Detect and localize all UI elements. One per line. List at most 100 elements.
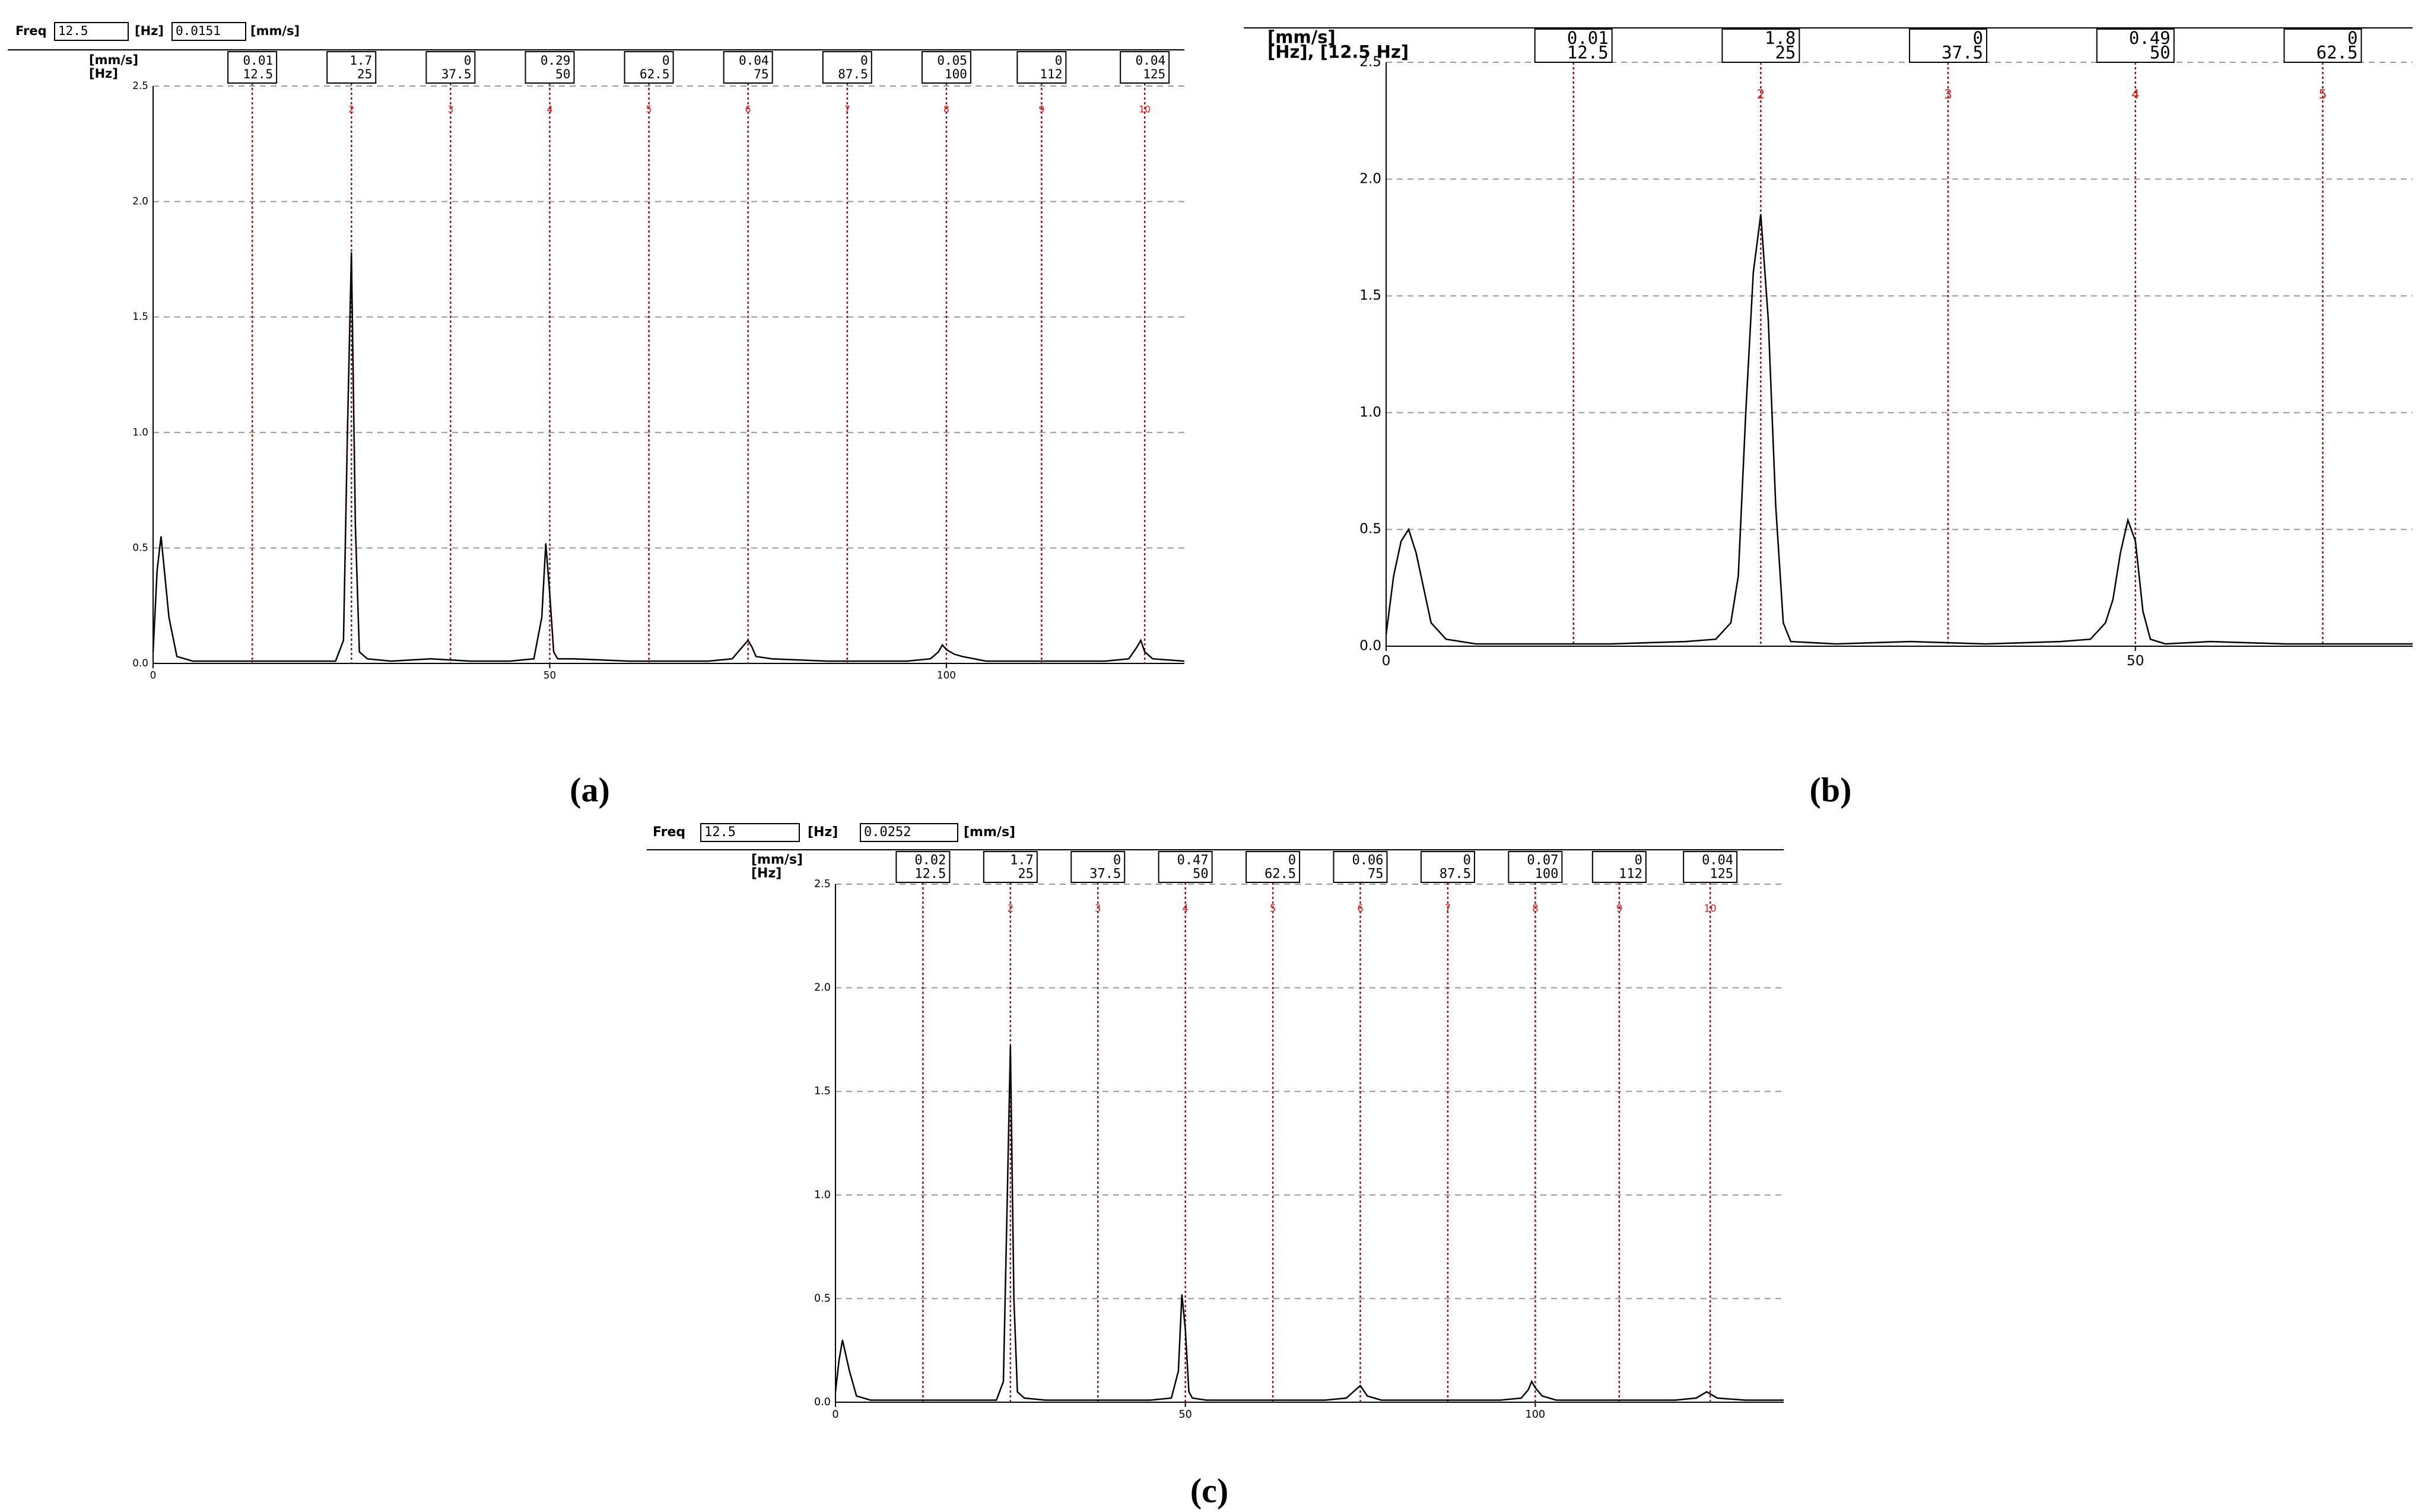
y-tick-label: 1.5	[1359, 287, 1381, 303]
harmonic-frequency: 25	[357, 67, 372, 81]
harmonic-frequency: 12.5	[1567, 42, 1609, 62]
harmonic-box	[895, 851, 951, 883]
header-label: Freq	[653, 825, 685, 840]
harmonic-box	[525, 51, 575, 84]
harmonic-amplitude: 0.02	[914, 853, 946, 868]
harmonic-frequency: 100	[945, 67, 967, 81]
harmonic-box	[1534, 28, 1613, 63]
amplitude-field	[171, 22, 246, 41]
harmonic-frequency: 25	[1018, 866, 1034, 881]
y-tick-label: 1.5	[132, 310, 148, 322]
y-tick-label: 2.5	[132, 80, 148, 91]
harmonic-box	[2283, 28, 2362, 63]
harmonic-frequency: 62.5	[1264, 866, 1296, 881]
y-unit: [mm/s]	[751, 853, 803, 868]
harmonic-box	[1591, 851, 1647, 883]
harmonic-number: 5	[1270, 903, 1276, 914]
harmonic-box	[1683, 851, 1738, 883]
harmonic-frequency: 25	[1775, 42, 1796, 62]
harmonic-amplitude: 0	[1288, 853, 1296, 868]
harmonic-amplitude: 0	[1463, 853, 1471, 868]
harmonic-amplitude: 0.49	[2129, 28, 2171, 48]
harmonic-frequency: 37.5	[1942, 42, 1983, 62]
harmonic-box	[983, 851, 1038, 883]
harmonic-frequency: 50	[1193, 866, 1209, 881]
y-tick-label: 2.5	[1359, 54, 1381, 70]
harmonic-box	[1016, 51, 1067, 84]
harmonic-box	[1158, 851, 1213, 883]
harmonic-amplitude: 0	[860, 53, 868, 68]
harmonic-box	[921, 51, 971, 84]
spectrum-line	[152, 252, 1185, 662]
harmonic-frequency: 62.5	[2317, 42, 2358, 62]
harmonic-frequency: 112	[1040, 67, 1062, 81]
harmonic-box	[1070, 851, 1126, 883]
y-tick-label: 2.0	[1359, 170, 1381, 186]
x-tick-label: 0	[1382, 653, 1391, 669]
harmonic-number: 5	[2319, 87, 2327, 102]
harmonic-box	[723, 51, 773, 84]
caption: (c)	[1190, 1471, 1228, 1510]
amplitude-field	[860, 823, 958, 842]
harmonic-number: 5	[646, 103, 652, 115]
y-tick-label: 0.0	[132, 657, 148, 669]
harmonic-number: 8	[943, 103, 949, 115]
x-tick-label: 100	[937, 669, 956, 681]
spectrum-line	[834, 1046, 1784, 1401]
harmonic-box	[1333, 851, 1388, 883]
harmonic-box	[1120, 51, 1170, 84]
harmonic-box	[227, 51, 278, 84]
harmonic-box	[326, 51, 377, 84]
harmonic-amplitude: 0	[2347, 28, 2357, 48]
x-unit: [Hz]	[89, 66, 118, 81]
x-tick-label: 50	[2127, 653, 2144, 669]
harmonic-number: 3	[447, 103, 453, 115]
harmonic-number: 3	[1095, 903, 1101, 914]
harmonic-amplitude: 0	[662, 53, 670, 68]
y-tick-label: 1.0	[132, 426, 148, 438]
harmonic-amplitude: 0	[1635, 853, 1642, 868]
spectrum-line	[1385, 214, 2413, 645]
harmonic-frequency: 125	[1710, 866, 1733, 881]
y-tick-label: 2.0	[132, 195, 148, 207]
y-tick-label: 0.5	[814, 1292, 831, 1304]
y-tick-label: 0.0	[1359, 638, 1381, 654]
freq-unit: [Hz]	[808, 825, 838, 840]
harmonic-amplitude: 0	[464, 53, 472, 68]
amplitude-value: 0.0252	[864, 825, 911, 840]
harmonic-amplitude: 0	[1973, 28, 1983, 48]
harmonic-number: 6	[1357, 903, 1364, 914]
x-tick-label: 50	[544, 669, 556, 681]
harmonic-number: 3	[1944, 87, 1952, 102]
y-tick-label: 1.0	[1359, 404, 1381, 420]
freq-field	[54, 22, 129, 41]
harmonic-number: 9	[1038, 103, 1044, 115]
harmonic-frequency: 50	[555, 67, 570, 81]
harmonic-number: 6	[745, 103, 751, 115]
harmonic-frequency: 87.5	[1440, 866, 1471, 881]
harmonic-amplitude: 1.8	[1765, 28, 1796, 48]
harmonic-frequency: 12.5	[914, 866, 946, 881]
harmonic-box	[1508, 851, 1563, 883]
harmonic-number: 4	[546, 103, 552, 115]
caption: (b)	[1810, 770, 1852, 809]
harmonic-number: 2	[1756, 87, 1765, 102]
harmonic-amplitude: 0	[1113, 853, 1121, 868]
harmonic-number: 7	[844, 103, 850, 115]
harmonic-frequency: 100	[1535, 866, 1559, 881]
header-label: Freq	[15, 24, 47, 38]
harmonic-box	[822, 51, 872, 84]
harmonic-box	[1420, 851, 1475, 883]
y-tick-label: 0.5	[132, 541, 148, 553]
harmonic-box	[1245, 851, 1301, 883]
x-tick-label: 0	[832, 1409, 838, 1421]
amplitude-unit: [mm/s]	[964, 825, 1015, 840]
harmonic-box	[1721, 28, 1800, 63]
harmonic-amplitude: 0.01	[1567, 28, 1609, 48]
harmonic-amplitude: 0.05	[937, 53, 967, 68]
harmonic-frequency: 112	[1619, 866, 1642, 881]
harmonic-box	[624, 51, 674, 84]
harmonic-amplitude: 0.04	[1702, 853, 1733, 868]
amplitude-value: 0.0151	[176, 24, 221, 38]
